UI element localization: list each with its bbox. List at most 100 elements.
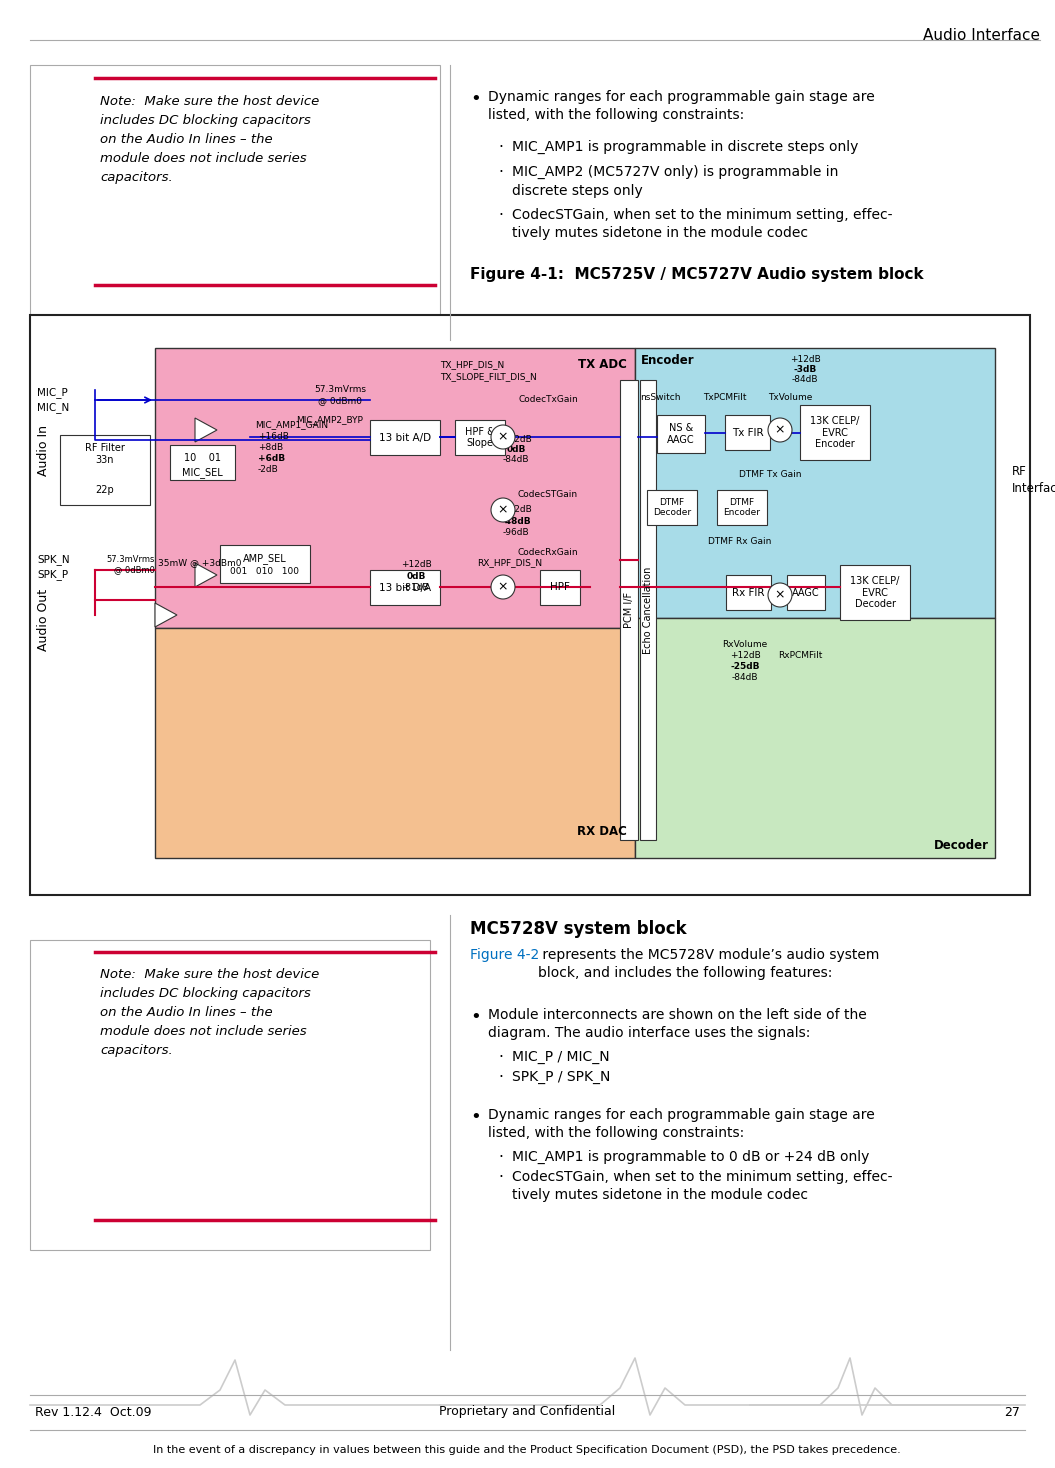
Text: RxPCMFilt: RxPCMFilt: [778, 650, 822, 661]
Text: MIC_AMP2 (MC5727V only) is programmable in
discrete steps only: MIC_AMP2 (MC5727V only) is programmable …: [512, 164, 839, 198]
Text: •: •: [469, 1009, 481, 1026]
Text: Note:  Make sure the host device
includes DC blocking capacitors
on the Audio In: Note: Make sure the host device includes…: [100, 967, 320, 1057]
Circle shape: [768, 583, 792, 606]
Text: MIC_AMP2_BYP: MIC_AMP2_BYP: [296, 415, 363, 424]
Polygon shape: [195, 418, 217, 442]
Text: Encoder: Encoder: [641, 354, 694, 367]
Text: AMP_SEL: AMP_SEL: [243, 553, 287, 564]
Text: 57.3mVrms
@ 0dBm0: 57.3mVrms @ 0dBm0: [107, 555, 155, 574]
Text: 22p: 22p: [96, 484, 114, 495]
Text: Audio In: Audio In: [37, 424, 50, 476]
Text: MIC_AMP1 is programmable to 0 dB or +24 dB only: MIC_AMP1 is programmable to 0 dB or +24 …: [512, 1149, 869, 1164]
Text: ×: ×: [498, 580, 509, 593]
FancyBboxPatch shape: [620, 380, 638, 840]
Text: Figure 4-1:  MC5725V / MC5727V Audio system block: Figure 4-1: MC5725V / MC5727V Audio syst…: [469, 267, 923, 282]
Text: +12dB: +12dB: [501, 435, 532, 443]
Text: +6dB: +6dB: [258, 454, 285, 462]
FancyBboxPatch shape: [640, 380, 656, 840]
Text: Module interconnects are shown on the left side of the
diagram. The audio interf: Module interconnects are shown on the le…: [488, 1009, 867, 1041]
Text: 35mW @ +3dBm0: 35mW @ +3dBm0: [158, 558, 242, 567]
Text: TX_SLOPE_FILT_DIS_N: TX_SLOPE_FILT_DIS_N: [440, 371, 537, 382]
FancyBboxPatch shape: [370, 570, 440, 605]
Text: CodecSTGain, when set to the minimum setting, effec-
tively mutes sidetone in th: CodecSTGain, when set to the minimum set…: [512, 208, 893, 241]
Text: SPK_P / SPK_N: SPK_P / SPK_N: [512, 1070, 611, 1083]
Text: ·: ·: [498, 139, 503, 156]
Text: Rx FIR: Rx FIR: [732, 587, 765, 597]
Text: -3dB: -3dB: [793, 366, 817, 374]
Text: +16dB: +16dB: [258, 432, 289, 440]
FancyBboxPatch shape: [657, 415, 705, 454]
Text: -48dB: -48dB: [501, 517, 531, 526]
Text: ×: ×: [774, 423, 785, 436]
Text: RX DAC: RX DAC: [577, 825, 627, 838]
FancyBboxPatch shape: [155, 348, 635, 628]
Text: CodecSTGain: CodecSTGain: [518, 490, 578, 499]
Text: -81dB: -81dB: [403, 583, 429, 592]
Text: CodecTxGain: CodecTxGain: [518, 395, 578, 404]
FancyBboxPatch shape: [800, 405, 870, 459]
Text: +8dB: +8dB: [258, 443, 283, 452]
FancyBboxPatch shape: [726, 575, 771, 611]
Text: ·: ·: [498, 1050, 503, 1064]
Text: -25dB: -25dB: [730, 662, 760, 671]
Circle shape: [491, 426, 515, 449]
Text: 13 bit D/A: 13 bit D/A: [379, 583, 431, 593]
Text: Dynamic ranges for each programmable gain stage are
listed, with the following c: Dynamic ranges for each programmable gai…: [488, 1108, 875, 1141]
Text: SPK_N: SPK_N: [37, 555, 70, 565]
Text: 0dB: 0dB: [406, 573, 425, 581]
Text: represents the MC5728V module’s audio system
block, and includes the following f: represents the MC5728V module’s audio sy…: [538, 948, 880, 981]
Text: RX_HPF_DIS_N: RX_HPF_DIS_N: [478, 558, 542, 567]
Text: -84dB: -84dB: [791, 374, 819, 385]
FancyBboxPatch shape: [170, 445, 235, 480]
FancyBboxPatch shape: [635, 618, 995, 857]
FancyBboxPatch shape: [840, 565, 910, 619]
Polygon shape: [155, 603, 177, 627]
Text: MIC_P: MIC_P: [37, 388, 68, 398]
Text: RxVolume: RxVolume: [723, 640, 768, 649]
FancyBboxPatch shape: [30, 316, 1030, 895]
Text: ·: ·: [498, 208, 503, 223]
Text: •: •: [469, 1108, 481, 1126]
Text: +12dB: +12dB: [501, 505, 532, 514]
Circle shape: [768, 418, 792, 442]
FancyBboxPatch shape: [717, 490, 767, 526]
Text: MIC_N: MIC_N: [37, 402, 70, 414]
FancyBboxPatch shape: [30, 940, 430, 1249]
Text: ·: ·: [498, 1170, 503, 1185]
Text: +12dB: +12dB: [401, 559, 431, 570]
FancyBboxPatch shape: [787, 575, 825, 611]
Text: +12dB: +12dB: [789, 355, 821, 364]
Text: TxPCMFilt: TxPCMFilt: [704, 393, 747, 402]
FancyBboxPatch shape: [60, 435, 150, 505]
Text: Echo Cancellation: Echo Cancellation: [642, 567, 653, 653]
FancyBboxPatch shape: [220, 545, 310, 583]
Text: Figure 4-2: Figure 4-2: [469, 948, 539, 962]
Text: -84dB: -84dB: [503, 455, 530, 464]
FancyBboxPatch shape: [647, 490, 697, 526]
Circle shape: [491, 498, 515, 523]
Text: TX ADC: TX ADC: [578, 358, 627, 371]
Text: -2dB: -2dB: [258, 465, 279, 474]
Text: Audio Out: Audio Out: [37, 589, 50, 652]
Text: MIC_AMP1 is programmable in discrete steps only: MIC_AMP1 is programmable in discrete ste…: [512, 139, 859, 154]
FancyBboxPatch shape: [370, 420, 440, 455]
Text: CodecRxGain: CodecRxGain: [518, 548, 578, 556]
FancyBboxPatch shape: [155, 628, 635, 857]
Text: MIC_AMP1_GAIN: MIC_AMP1_GAIN: [255, 420, 328, 429]
Text: NS &
AAGC: NS & AAGC: [667, 423, 695, 445]
Text: ·: ·: [498, 1070, 503, 1085]
Text: AAGC: AAGC: [792, 587, 820, 597]
Text: 0dB: 0dB: [506, 445, 525, 454]
Text: 27: 27: [1004, 1405, 1020, 1418]
Text: SPK_P: SPK_P: [37, 570, 69, 580]
FancyBboxPatch shape: [635, 348, 995, 618]
FancyBboxPatch shape: [725, 415, 770, 451]
Text: Decoder: Decoder: [934, 840, 989, 851]
Text: In the event of a discrepancy in values between this guide and the Product Speci: In the event of a discrepancy in values …: [153, 1445, 901, 1455]
Text: Rev 1.12.4  Oct.09: Rev 1.12.4 Oct.09: [35, 1405, 152, 1418]
Text: ·: ·: [498, 1149, 503, 1166]
FancyBboxPatch shape: [30, 65, 440, 324]
FancyBboxPatch shape: [540, 570, 580, 605]
Circle shape: [491, 575, 515, 599]
Text: @ 0dBm0: @ 0dBm0: [318, 396, 362, 405]
